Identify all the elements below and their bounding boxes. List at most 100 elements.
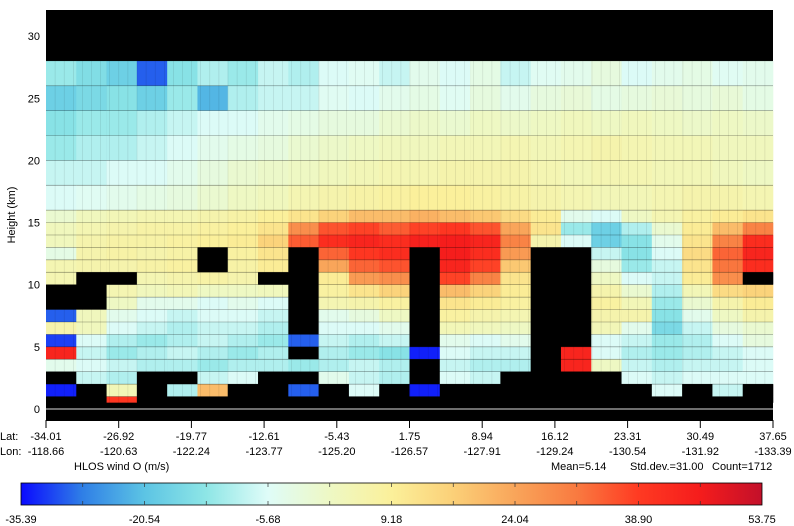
heatmap-cell <box>258 110 289 136</box>
heatmap-cell <box>621 210 653 223</box>
heatmap-cell <box>106 60 138 86</box>
heatmap-cell <box>409 234 441 248</box>
y-axis: 0 5 10 15 20 25 30 <box>28 31 40 416</box>
heatmap-cell <box>682 234 713 248</box>
heatmap-cell <box>500 334 531 347</box>
invalid-cell <box>409 371 441 385</box>
heatmap-cell <box>439 346 471 360</box>
heatmap-cell <box>742 309 774 322</box>
heatmap-cell <box>197 297 229 310</box>
heatmap-cell <box>167 309 198 322</box>
invalid-cell <box>530 384 562 397</box>
lon-tick-label: -125.20 <box>318 446 355 458</box>
heatmap-cell <box>46 60 77 86</box>
heatmap-cell <box>288 222 319 235</box>
heatmap-cell <box>227 160 259 186</box>
heatmap-cell <box>167 384 198 397</box>
heatmap-cell <box>621 185 653 211</box>
heatmap-cell <box>258 210 289 223</box>
invalid-cell <box>167 396 198 403</box>
heatmap-cell <box>409 210 441 223</box>
invalid-cell <box>742 396 774 403</box>
heatmap-cell <box>560 135 592 161</box>
heatmap-cell <box>621 60 653 86</box>
heatmap-cell <box>712 160 744 186</box>
heatmap-cell <box>76 346 107 360</box>
invalid-cell <box>76 272 107 285</box>
heatmap-cell <box>651 309 683 322</box>
heatmap-cell <box>167 85 198 111</box>
heatmap-cell <box>318 284 350 298</box>
heatmap-cell <box>591 210 622 223</box>
heatmap-cell <box>379 321 410 335</box>
colorbar-tick-label: 24.04 <box>501 514 529 526</box>
heatmap-cell <box>470 160 501 186</box>
heatmap-cell <box>227 247 259 260</box>
invalid-cell <box>288 284 319 298</box>
heatmap-cell <box>227 272 259 285</box>
heatmap-cell <box>682 334 713 347</box>
heatmap-cell <box>712 222 744 235</box>
heatmap-cell <box>197 222 229 235</box>
heatmap-cell <box>682 309 713 322</box>
heatmap-cell <box>197 160 229 186</box>
heatmap-cell <box>621 247 653 260</box>
heatmap-cell <box>470 210 501 223</box>
heatmap-cell <box>106 321 138 335</box>
heatmap-cell <box>439 160 471 186</box>
invalid-cell <box>439 384 471 397</box>
heatmap-cell <box>470 371 501 385</box>
heatmap-cell <box>136 210 168 223</box>
invalid-cell <box>258 272 289 285</box>
heatmap-cell <box>167 210 198 223</box>
heatmap-cell <box>591 272 622 285</box>
heatmap-cell <box>136 284 168 298</box>
heatmap-cell <box>621 222 653 235</box>
heatmap-cell <box>76 234 107 248</box>
heatmap-cell <box>621 234 653 248</box>
heatmap-cell <box>46 247 77 260</box>
lat-tick-label: -12.61 <box>248 431 279 443</box>
heatmap-cell <box>742 185 774 211</box>
heatmap-cell <box>348 371 380 385</box>
heatmap-cell <box>136 321 168 335</box>
lat-tick-label: 1.75 <box>399 431 420 443</box>
plot-area <box>46 10 774 420</box>
heatmap-cell <box>651 284 683 298</box>
heatmap-cell <box>288 85 319 111</box>
heatmap-cell <box>560 160 592 186</box>
heatmap-cell <box>439 234 471 248</box>
invalid-cell <box>621 384 653 397</box>
heatmap-cell <box>46 135 77 161</box>
heatmap-cell <box>227 284 259 298</box>
heatmap-cell <box>379 160 410 186</box>
heatmap-cell <box>500 247 531 260</box>
heatmap-cell <box>621 297 653 310</box>
heatmap-cell <box>439 259 471 273</box>
heatmap-cell <box>227 110 259 136</box>
invalid-cell <box>560 297 592 310</box>
heatmap-cell <box>591 247 622 260</box>
heatmap-cell <box>227 334 259 347</box>
heatmap-cell <box>348 160 380 186</box>
heatmap-cell <box>742 359 774 372</box>
invalid-cell <box>651 396 683 403</box>
heatmap-cell <box>106 222 138 235</box>
heatmap-cell <box>500 222 531 235</box>
invalid-cell <box>530 371 562 385</box>
heatmap-cell <box>258 160 289 186</box>
heatmap-cell <box>318 297 350 310</box>
heatmap-cell <box>46 334 77 347</box>
heatmap-cell <box>348 321 380 335</box>
heatmap-cell <box>712 371 744 385</box>
heatmap-cell <box>76 60 107 86</box>
heatmap-cell <box>682 60 713 86</box>
heatmap-cell <box>318 60 350 86</box>
colorbar-label: HLOS wind O (m/s) <box>74 461 169 473</box>
heatmap-cell <box>46 309 77 322</box>
heatmap-cell <box>197 185 229 211</box>
heatmap-cell <box>682 346 713 360</box>
invalid-cell <box>530 396 562 403</box>
heatmap-cell <box>470 359 501 372</box>
